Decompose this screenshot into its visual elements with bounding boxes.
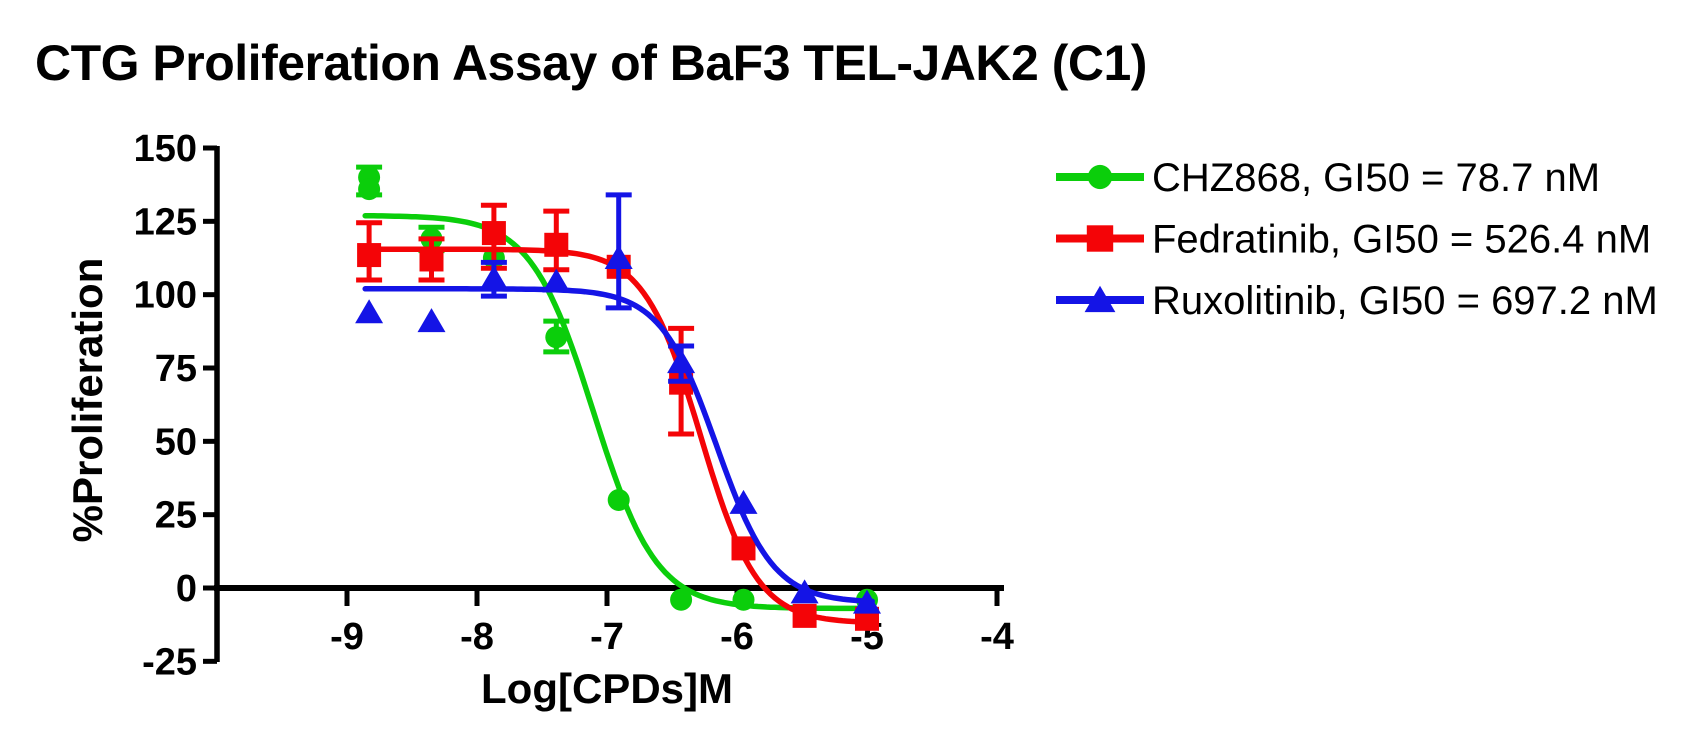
data-point-chz868 [545, 326, 568, 349]
legend-item-ruxolitinib: Ruxolitinib, GI50 = 697.2 nM [1056, 279, 1658, 323]
legend: CHZ868, GI50 = 78.7 nM Fedratinib, GI50 =… [1056, 156, 1658, 323]
data-point-ruxolitinib [790, 579, 819, 604]
data-point-ruxolitinib [355, 299, 384, 324]
data-point-fedratinib [544, 232, 569, 257]
legend-item-chz868: CHZ868, GI50 = 78.7 nM [1056, 156, 1600, 200]
data-point-ruxolitinib [853, 589, 881, 614]
x-tick-label: -8 [460, 616, 494, 658]
y-tick-label: 50 [155, 421, 197, 463]
circle-icon [1087, 164, 1113, 190]
data-point-chz868 [670, 588, 693, 611]
data-point-ruxolitinib [479, 265, 508, 290]
legend-label: Ruxolitinib, GI50 = 697.2 nM [1152, 279, 1658, 323]
x-axis-label: Log[CPDs]M [481, 665, 733, 712]
data-point-fedratinib [731, 536, 756, 561]
data-point-ruxolitinib [729, 489, 758, 514]
y-axis-label: %Proliferation [64, 258, 111, 543]
legend-label: Fedratinib, GI50 = 526.4 nM [1152, 218, 1651, 262]
x-tick-label: -9 [330, 616, 364, 658]
chart-title: CTG Proliferation Assay of BaF3 TEL-JAK2… [35, 35, 1147, 91]
y-tick-label: 0 [176, 568, 197, 610]
y-tick-label: 125 [134, 201, 197, 243]
data-point-fedratinib [419, 247, 444, 272]
x-tick-label: -4 [980, 616, 1014, 658]
y-tick-label: 100 [134, 275, 197, 317]
y-tick-label: -25 [142, 641, 197, 683]
data-point-chz868 [358, 178, 381, 201]
square-icon [1086, 225, 1114, 252]
data-point-ruxolitinib [417, 308, 446, 333]
y-tick-label: 25 [155, 495, 197, 537]
data-point-ruxolitinib [604, 245, 633, 269]
y-tick-label: 75 [155, 348, 197, 390]
data-point-ruxolitinib [667, 349, 696, 374]
plot-series [355, 164, 881, 631]
legend-label: CHZ868, GI50 = 78.7 nM [1152, 156, 1600, 200]
data-point-fedratinib [481, 221, 506, 246]
data-point-fedratinib [357, 243, 382, 268]
data-point-chz868 [607, 489, 630, 511]
y-tick-label: 150 [134, 128, 197, 170]
x-tick-label: -7 [590, 616, 624, 658]
series-ruxolitinib [355, 192, 881, 614]
legend-item-fedratinib: Fedratinib, GI50 = 526.4 nM [1056, 218, 1651, 262]
data-point-ruxolitinib [542, 268, 571, 293]
data-point-chz868 [732, 588, 755, 611]
x-tick-label: -6 [720, 616, 754, 658]
triangle-icon [1084, 285, 1116, 313]
data-point-fedratinib [792, 603, 817, 628]
